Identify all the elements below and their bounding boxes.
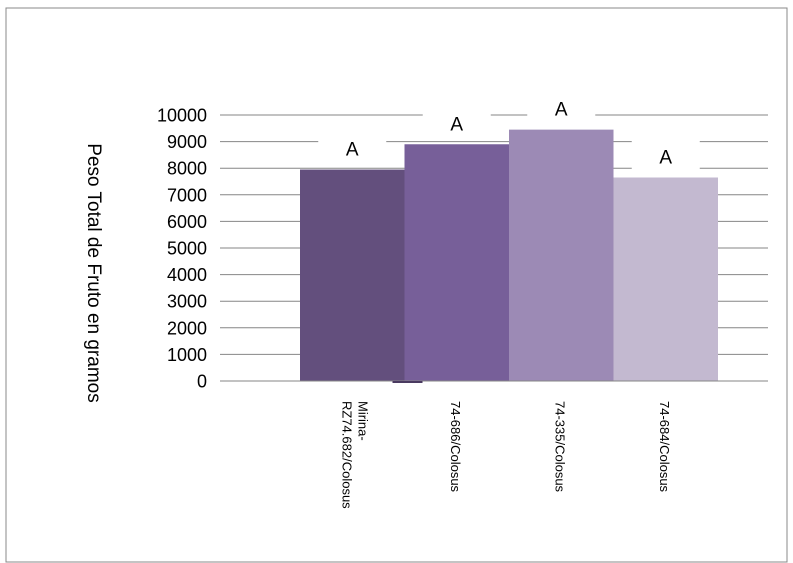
data-label: A [659,148,672,169]
x-tick-label-line: 74-684/Colosus [657,401,672,493]
x-tick-label: Mirina-RZ74.682/Colosus [339,401,370,509]
y-tick-label: 0 [197,372,207,392]
y-tick-label: 3000 [167,292,207,312]
data-label-bg [631,140,700,171]
data-label-bg [318,132,387,163]
data-label: A [346,140,359,161]
y-tick-label: 8000 [167,159,207,179]
x-tick-label-line: 74-686/Colosus [448,401,463,493]
data-label-bg [422,107,491,138]
y-tick-label: 4000 [167,265,207,285]
bar [300,169,405,381]
y-tick-label: 1000 [167,345,207,365]
x-tick-label: 74-686/Colosus [448,401,463,493]
bars [300,129,718,381]
y-tick-label: 7000 [167,185,207,205]
x-tick-label-line: 74-335/Colosus [552,401,567,493]
y-tick-label: 6000 [167,212,207,232]
y-tick-label: 5000 [167,239,207,259]
y-axis-label: Peso Total de Fruto en gramos [83,143,104,402]
axes [220,380,768,383]
bar [404,144,509,381]
x-tick-label-line: Mirina- [355,401,370,441]
data-label-bg [527,92,596,123]
x-tick-labels: Mirina-RZ74.682/Colosus 74-686/Colosus 74-… [339,401,672,509]
data-label: A [555,100,568,121]
x-tick-label: 74-684/Colosus [657,401,672,493]
y-tick-label: 10000 [157,106,207,126]
bar [509,129,614,381]
y-tick-label: 2000 [167,318,207,338]
x-tick-label: 74-335/Colosus [552,401,567,493]
data-labels: A A A A [318,92,700,171]
y-tick-labels: 0 1000 2000 3000 4000 5000 6000 7000 8000 9000 100… [157,106,207,392]
y-tick-label: 9000 [167,132,207,152]
data-label: A [450,114,463,135]
bar [613,177,718,381]
x-tick-label-line: RZ74.682/Colosus [339,401,354,509]
